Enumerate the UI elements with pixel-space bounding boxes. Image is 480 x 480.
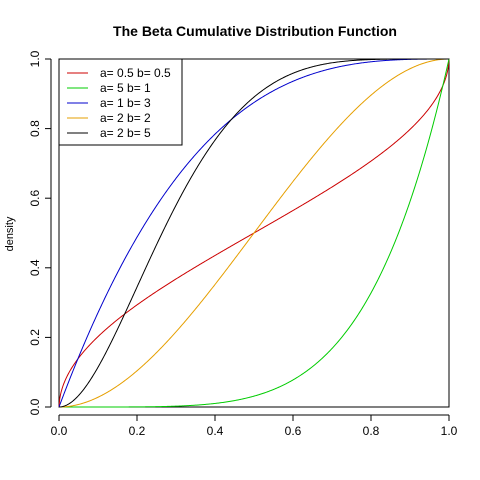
x-tick-label: 0.8 <box>363 424 380 438</box>
series-line-3 <box>58 58 449 408</box>
x-tick-label: 0.6 <box>285 424 302 438</box>
y-tick-label: 0.4 <box>28 259 42 276</box>
series-line-4 <box>59 58 449 408</box>
series-line-5 <box>58 58 449 408</box>
y-axis: 0.0 0.2 0.4 0.6 0.8 1.0 <box>28 50 52 415</box>
y-tick-label: 0.2 <box>28 329 42 346</box>
legend: a= 0.5 b= 0.5a= 5 b= 1a= 1 b= 3a= 2 b= 2… <box>58 58 183 146</box>
series-line-2 <box>59 58 450 408</box>
y-tick-label: 1.0 <box>28 50 42 67</box>
x-axis: 0.0 0.2 0.4 0.6 0.8 1.0 <box>51 414 458 438</box>
y-tick-label: 0.6 <box>28 190 42 207</box>
y-axis-label: density <box>4 216 16 251</box>
legend-label-4: a= 2 b= 2 <box>100 111 151 125</box>
plot-frame <box>58 58 450 408</box>
x-tick-label: 0.0 <box>51 424 68 438</box>
legend-label-2: a= 5 b= 1 <box>100 81 151 95</box>
x-tick-label: 0.4 <box>207 424 224 438</box>
chart-title: The Beta Cumulative Distribution Functio… <box>113 23 397 39</box>
legend-label-3: a= 1 b= 3 <box>100 96 151 110</box>
legend-label-1: a= 0.5 b= 0.5 <box>100 66 171 80</box>
x-tick-label: 1.0 <box>441 424 458 438</box>
curves-group <box>58 58 450 408</box>
legend-label-5: a= 2 b= 5 <box>100 126 151 140</box>
y-tick-label: 0.0 <box>28 398 42 415</box>
y-tick-label: 0.8 <box>28 120 42 137</box>
x-tick-label: 0.2 <box>129 424 146 438</box>
